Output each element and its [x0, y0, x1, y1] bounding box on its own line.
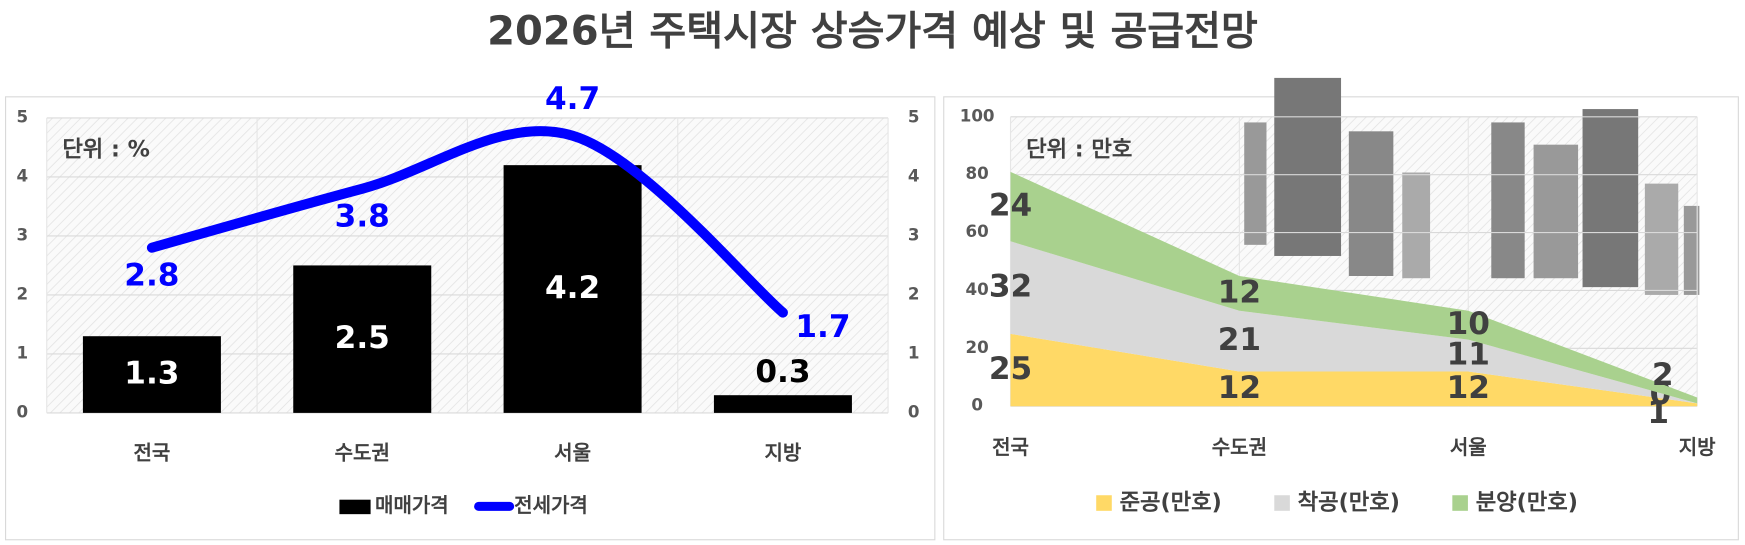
- area-value-label: 2: [1652, 357, 1674, 393]
- area-value-label: 10: [1447, 306, 1490, 342]
- y-tick-label: 4: [16, 166, 28, 185]
- y-tick-label: 0: [16, 402, 28, 421]
- bar: [82, 336, 221, 413]
- area-series: [1010, 333, 1698, 407]
- y-tick-label: 60: [966, 222, 989, 241]
- x-tick-label: 수도권: [335, 441, 390, 465]
- area-value-label: 12: [1218, 274, 1261, 310]
- building-illustration: [1244, 77, 1700, 295]
- y2-tick-label: 5: [908, 107, 920, 126]
- area-value-label: 12: [1447, 370, 1490, 406]
- area-value-label: 25: [989, 351, 1032, 387]
- line-value-label: 2.8: [124, 258, 179, 294]
- y-tick-label: 5: [16, 107, 28, 126]
- legend-label: 준공(만호): [1120, 490, 1222, 516]
- line-value-label: 3.8: [335, 199, 390, 235]
- legend-label: 전세가격: [514, 493, 588, 517]
- x-tick-label: 서울: [554, 441, 591, 465]
- y-tick-label: 0: [971, 396, 983, 415]
- x-tick-label: 전국: [992, 435, 1029, 459]
- area-value-label: 21: [1218, 322, 1261, 358]
- y-tick-label: 100: [960, 106, 995, 125]
- area-value-label: 32: [989, 269, 1032, 305]
- unit-label: 단위 : %: [62, 137, 150, 163]
- legend-label: 분양(만호): [1476, 490, 1578, 516]
- legend-swatch: [1452, 495, 1468, 511]
- area-value-label: 24: [989, 188, 1032, 224]
- y2-tick-label: 3: [908, 225, 920, 244]
- y2-tick-label: 0: [908, 402, 920, 421]
- x-tick-label: 지방: [765, 441, 802, 465]
- y-tick-label: 40: [966, 280, 989, 299]
- legend-swatch: [1096, 495, 1112, 511]
- y-tick-label: 1: [16, 343, 28, 362]
- area-series: [1010, 241, 1698, 404]
- y2-tick-label: 2: [908, 284, 920, 303]
- bar-value-label: 1.3: [124, 356, 179, 392]
- bar-value-label: 2.5: [335, 320, 390, 356]
- page-title: 2026년 주택시장 상승가격 예상 및 공급전망: [487, 8, 1258, 54]
- area-value-label: 12: [1218, 370, 1261, 406]
- x-tick-label: 전국: [133, 441, 170, 465]
- line-series: [146, 126, 788, 318]
- y2-tick-label: 4: [908, 166, 920, 185]
- legend-swatch: [1274, 495, 1290, 511]
- y-tick-label: 3: [16, 225, 28, 244]
- scaled-layout: 2026년 주택시장 상승가격 예상 및 공급전망 단위 : %01234501…: [5, 8, 1739, 541]
- line-value-label: 4.7: [545, 81, 600, 117]
- bar: [713, 395, 852, 413]
- y-tick-label: 2: [16, 284, 28, 303]
- bar: [293, 265, 432, 413]
- x-tick-label: 서울: [1450, 435, 1487, 459]
- area-series: [1010, 171, 1698, 404]
- legend-swatch: [339, 499, 371, 515]
- y2-tick-label: 1: [908, 343, 920, 362]
- legend-label: 매매가격: [375, 493, 449, 517]
- legend-label: 착공(만호): [1298, 490, 1400, 516]
- x-tick-label: 지방: [1679, 435, 1716, 459]
- area-value-label: 1: [1647, 395, 1669, 431]
- x-tick-label: 수도권: [1212, 435, 1267, 459]
- line-value-label: 1.7: [795, 309, 850, 345]
- y-tick-label: 20: [966, 338, 989, 357]
- unit-label: 단위 : 만호: [1026, 137, 1132, 163]
- bar-value-label: 4.2: [545, 270, 600, 306]
- bar-value-label: 0.3: [755, 354, 810, 390]
- y-tick-label: 80: [966, 164, 989, 183]
- bar: [503, 165, 642, 413]
